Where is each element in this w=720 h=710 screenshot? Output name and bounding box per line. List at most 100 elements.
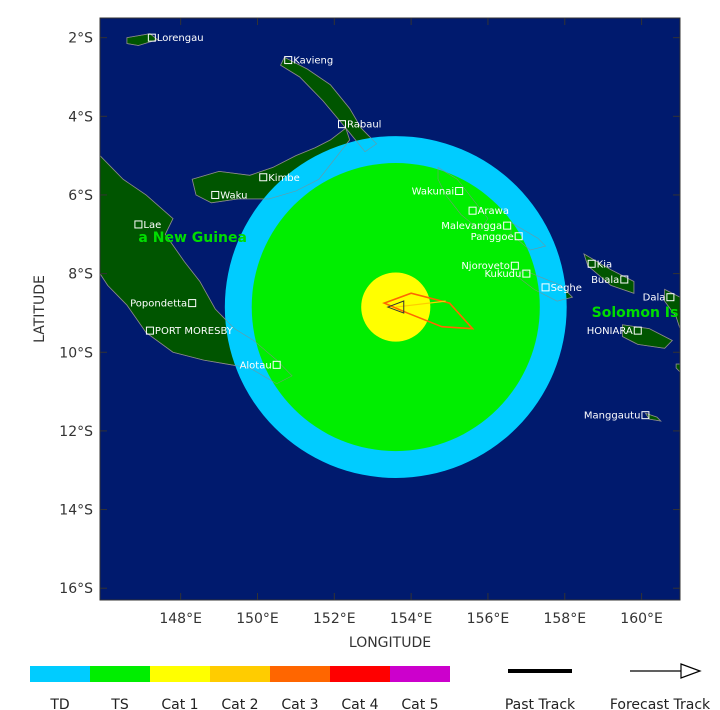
bougainville-coastline	[437, 166, 489, 231]
y-tick-label: 2°S	[68, 31, 93, 47]
city-label: Waku	[220, 190, 247, 201]
city-label: Njoroveto	[461, 261, 510, 272]
city-marker: Malevangga	[441, 221, 512, 232]
city-marker: Wakunai	[412, 187, 464, 198]
city-square-icon	[503, 221, 512, 230]
city-square-icon	[633, 326, 642, 335]
y-tick-label: 6°S	[68, 188, 93, 204]
city-square-icon	[620, 275, 629, 284]
forecast-arrow-icon	[680, 663, 702, 679]
city-marker: Kavieng	[284, 56, 333, 67]
x-tick-label: 158°E	[543, 611, 586, 627]
x-tick-label: 154°E	[390, 611, 433, 627]
city-label: Lorengau	[157, 33, 204, 44]
storm-position-arrow-icon	[386, 300, 405, 314]
legend-label: TS	[110, 697, 129, 710]
city-label: Rabaul	[347, 120, 381, 131]
city-label: Panggoe	[471, 232, 514, 243]
legend-swatch	[150, 666, 210, 682]
legend-swatch	[90, 666, 150, 682]
city-square-icon	[259, 173, 268, 182]
new-guinea-mainland-coastline	[100, 155, 293, 385]
city-label: Malevangga	[441, 221, 502, 232]
region-labels: a New Guinea Solomon Is	[138, 230, 678, 321]
city-marker: Njoroveto	[461, 261, 519, 272]
legend-label: Cat 1	[161, 697, 198, 710]
forecast-track-label: Forecast Track	[610, 697, 711, 710]
city-marker: HONIARA	[587, 326, 642, 337]
city-label: HONIARA	[587, 326, 633, 337]
choiseul-coastline	[510, 221, 547, 251]
y-tick-label: 4°S	[68, 109, 93, 125]
region-label: Solomon Is	[592, 305, 679, 321]
city-marker: Popondetta	[130, 299, 197, 310]
city-label: Arawa	[478, 206, 509, 217]
city-marker: Lorengau	[147, 33, 204, 44]
city-marker: Alotau	[240, 360, 281, 371]
city-square-icon	[147, 33, 156, 42]
legend-swatch	[390, 666, 450, 682]
x-tick-label: 152°E	[313, 611, 356, 627]
forecast-cone	[382, 292, 475, 330]
guadalcanal-coastline	[622, 324, 673, 349]
y-tick-label: 12°S	[59, 424, 93, 440]
city-label: Wakunai	[412, 187, 454, 198]
city-label: Seghe	[551, 283, 582, 294]
city-square-icon	[587, 259, 596, 268]
y-axis-ticks: 2°S 4°S 6°S 8°S 10°S 12°S 14°S 16°S	[59, 31, 680, 597]
x-axis-ticks: 148°E 150°E 152°E 154°E 156°E 158°E 160°E	[159, 18, 663, 627]
city-square-icon	[541, 283, 550, 292]
city-square-icon	[468, 206, 477, 215]
past-track-label: Past Track	[505, 697, 576, 710]
city-square-icon	[211, 190, 220, 199]
city-square-icon	[666, 293, 675, 302]
city-label: Popondetta	[130, 299, 187, 310]
legend-label: Cat 3	[281, 697, 318, 710]
legend: TD TS Cat 1 Cat 2 Cat 3 Cat 4 Cat 5	[30, 666, 450, 710]
city-label: Kimbe	[268, 173, 300, 184]
city-label: Alotau	[240, 360, 272, 371]
city-marker: Kimbe	[259, 173, 300, 184]
x-tick-label: 156°E	[467, 611, 510, 627]
city-square-icon	[134, 220, 143, 229]
city-label: Dala	[643, 293, 666, 304]
city-marker: Panggoe	[471, 232, 523, 243]
new-ireland-coastline	[280, 56, 378, 153]
legend-label: TD	[49, 697, 69, 710]
city-label: Buala	[591, 275, 619, 286]
city-label: Lae	[143, 220, 161, 231]
city-square-icon	[514, 232, 523, 241]
x-tick-label: 150°E	[236, 611, 279, 627]
region-label: a New Guinea	[138, 230, 247, 246]
manus-island-coastline	[126, 33, 159, 46]
city-marker: Seghe	[541, 283, 582, 294]
city-marker: Waku	[211, 190, 247, 201]
city-square-icon	[455, 187, 464, 196]
legend-label: Cat 4	[341, 697, 378, 710]
legend-label: Cat 2	[221, 697, 258, 710]
y-axis-title: LATITUDE	[32, 275, 48, 343]
new-britain-coastline	[191, 127, 351, 204]
coastlines-over-swath	[100, 33, 680, 422]
city-label: PORT MORESBY	[155, 326, 234, 337]
y-tick-label: 14°S	[59, 503, 93, 519]
city-marker: Manggautu	[584, 411, 650, 422]
city-square-icon	[188, 299, 197, 308]
city-square-icon	[284, 56, 293, 65]
city-marker: Buala	[591, 275, 629, 286]
city-square-icon	[145, 326, 154, 335]
rennell-island-coastline	[644, 412, 662, 422]
city-square-icon	[272, 360, 281, 369]
legend-label: Cat 5	[401, 697, 438, 710]
city-square-icon	[522, 269, 531, 278]
city-square-icon	[641, 411, 650, 420]
x-axis-title: LONGITUDE	[349, 635, 431, 651]
city-marker: PORT MORESBY	[145, 326, 234, 337]
new-georgia-coastline	[518, 269, 574, 302]
forecast-track-legend: Forecast Track	[610, 663, 711, 710]
city-marker: Rabaul	[337, 120, 381, 131]
y-tick-label: 10°S	[59, 345, 93, 361]
city-marker: Dala	[643, 293, 675, 304]
city-marker: Arawa	[468, 206, 509, 217]
